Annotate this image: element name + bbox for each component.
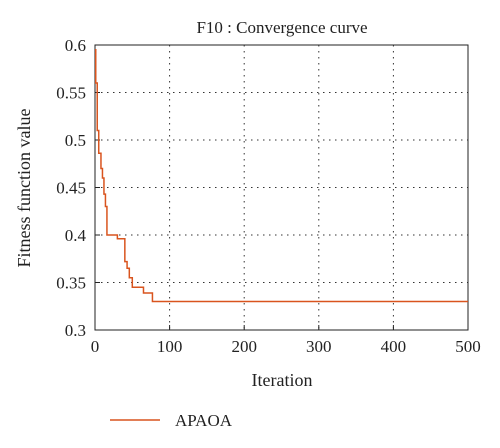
series-layer bbox=[94, 49, 468, 303]
y-tick-label: 0.6 bbox=[65, 36, 86, 55]
series-line-apaoa bbox=[94, 49, 468, 303]
x-axis-label: Iteration bbox=[252, 370, 313, 390]
y-tick-label: 0.45 bbox=[56, 179, 86, 198]
x-tick-label: 300 bbox=[306, 337, 332, 356]
chart-title: F10 : Convergence curve bbox=[196, 18, 367, 37]
grid bbox=[95, 45, 468, 330]
axis-ticks: 0 100 200 300 400 500 0.3 0.35 0.4 0.45 0.5 0.55 0.6 bbox=[56, 36, 481, 356]
y-tick-label: 0.5 bbox=[65, 131, 86, 150]
y-tick-label: 0.35 bbox=[56, 274, 86, 293]
y-tick-label: 0.55 bbox=[56, 84, 86, 103]
y-axis-label: Fitness function value bbox=[14, 109, 34, 268]
y-tick-label: 0.3 bbox=[65, 321, 86, 340]
x-tick-label: 100 bbox=[157, 337, 183, 356]
y-tick-label: 0.4 bbox=[65, 226, 87, 245]
x-tick-label: 0 bbox=[91, 337, 100, 356]
legend-label-apaoa: APAOA bbox=[175, 411, 233, 430]
x-tick-label: 500 bbox=[455, 337, 481, 356]
x-tick-label: 200 bbox=[231, 337, 257, 356]
legend: APAOA bbox=[110, 411, 233, 430]
x-tick-label: 400 bbox=[381, 337, 407, 356]
